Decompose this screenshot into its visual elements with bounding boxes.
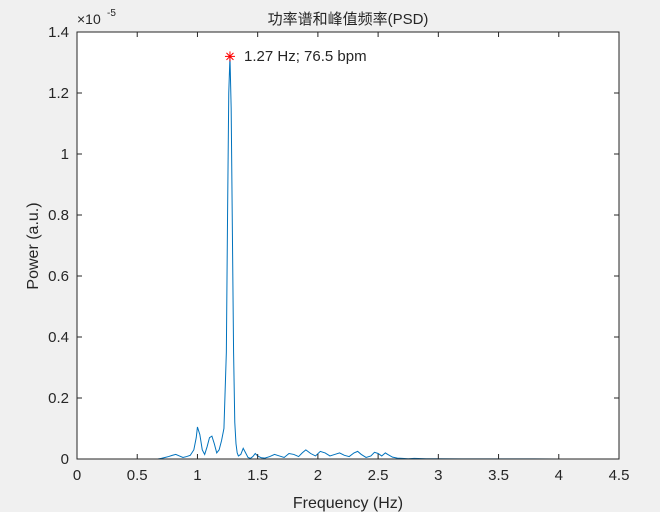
x-tick-label: 1.5: [247, 467, 268, 484]
x-tick-label: 2: [314, 467, 322, 484]
y-tick-label: 1: [61, 146, 69, 163]
psd-series-line: [157, 56, 583, 460]
y-tick-label: 0.6: [48, 268, 69, 285]
y-tick-label: 0.2: [48, 390, 69, 407]
x-tick-label: 2.5: [368, 467, 389, 484]
x-axis-label: Frequency (Hz): [293, 495, 403, 512]
peak-asterisk-stroke: [226, 52, 234, 61]
x-tick-label: 0.5: [127, 467, 148, 484]
y-tick-label: 1.2: [48, 85, 69, 102]
peak-label: 1.27 Hz; 76.5 bpm: [244, 48, 367, 65]
y-tick-label: 0: [61, 451, 69, 468]
chart-title: 功率谱和峰值频率(PSD): [268, 11, 429, 28]
y-exponent-power: -5: [107, 8, 116, 19]
x-tick-label: 4: [555, 467, 563, 484]
y-tick-label: 1.4: [48, 24, 69, 41]
peak-marker: [224, 51, 235, 62]
plot-frame: [76, 31, 620, 460]
plot-area: [77, 32, 619, 459]
y-axis-label: Power (a.u.): [25, 202, 42, 289]
y-tick-label: 0.4: [48, 329, 69, 346]
x-tick-label: 1: [193, 467, 201, 484]
x-tick-label: 4.5: [609, 467, 630, 484]
y-exponent-base: ×10: [77, 11, 101, 27]
x-tick-label: 3: [434, 467, 442, 484]
y-tick-label: 0.8: [48, 207, 69, 224]
x-tick-label: 0: [73, 467, 81, 484]
x-tick-label: 3.5: [488, 467, 509, 484]
